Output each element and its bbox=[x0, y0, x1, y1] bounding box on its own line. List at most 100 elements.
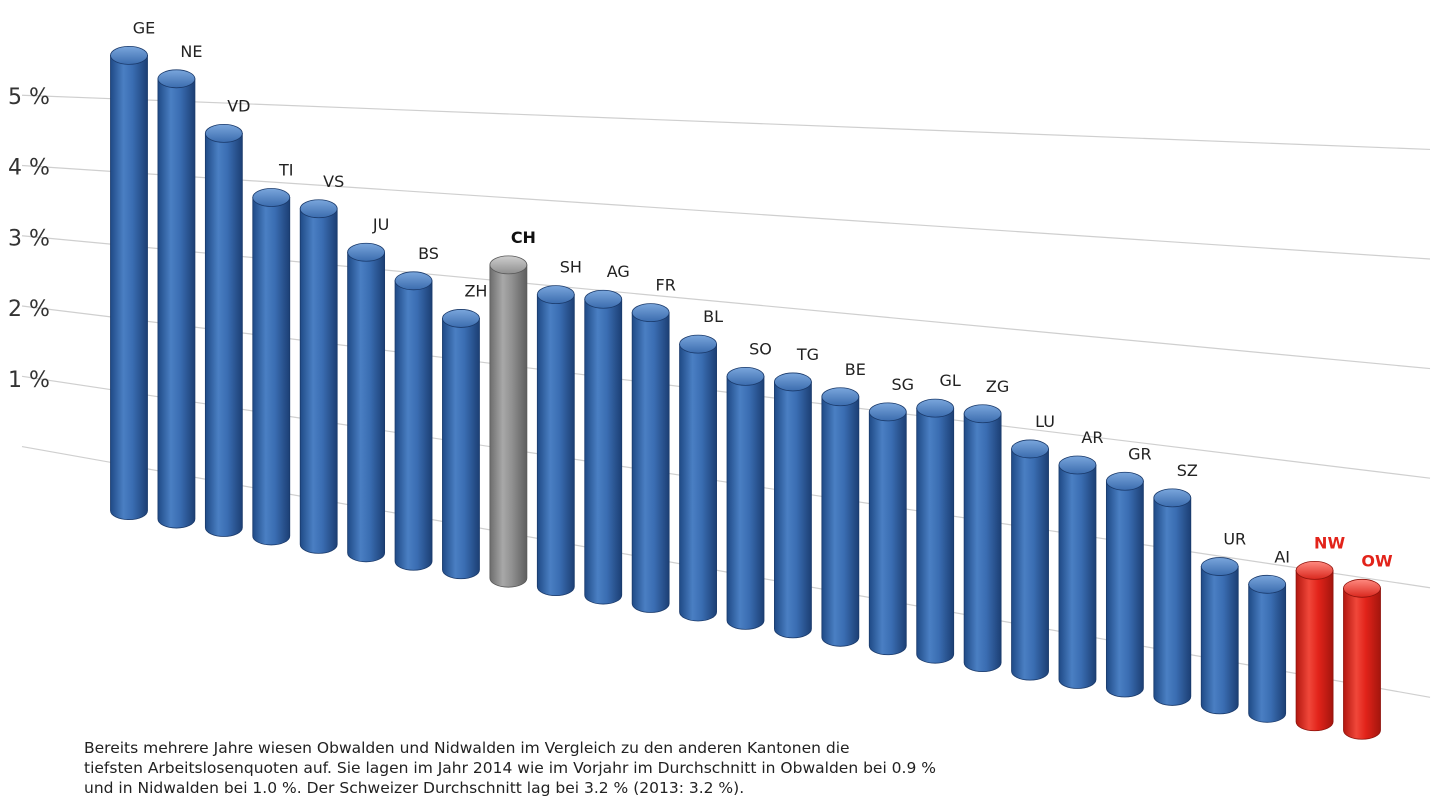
bar-body bbox=[1058, 464, 1097, 689]
bar-label-SZ: SZ bbox=[1177, 461, 1198, 480]
bar-top bbox=[536, 285, 575, 305]
bar-top bbox=[157, 69, 196, 89]
bar-labels: GE NE VD TI VS JU BS ZH CH SH AG FR BL SO TG BE SG GL ZG LU… bbox=[133, 18, 1393, 570]
bar-BS bbox=[394, 271, 433, 571]
bar-body bbox=[868, 411, 907, 656]
bar-AI bbox=[1248, 574, 1287, 723]
bar-label-TI: TI bbox=[278, 160, 294, 179]
bar-top bbox=[1058, 455, 1097, 475]
bar-label-ZG: ZG bbox=[986, 377, 1009, 396]
bar-BL bbox=[679, 334, 717, 622]
bar-label-FR: FR bbox=[655, 276, 675, 295]
bar-BE bbox=[821, 387, 860, 647]
caption-text: Bereits mehrere Jahre wiesen Obwalden un… bbox=[84, 738, 1064, 798]
bar-body bbox=[1011, 448, 1049, 681]
bar-top bbox=[442, 309, 480, 328]
bar-top bbox=[1011, 439, 1049, 459]
bar-body bbox=[916, 407, 955, 664]
bar-label-LU: LU bbox=[1035, 412, 1055, 431]
bar-label-JU: JU bbox=[372, 215, 389, 234]
gridline bbox=[21, 164, 1431, 260]
bar-VD bbox=[204, 123, 243, 537]
bar-body bbox=[536, 294, 575, 596]
bar-label-OW: OW bbox=[1361, 551, 1393, 570]
bar-top bbox=[1153, 488, 1192, 508]
caption-line: und in Nidwalden bei 1.0 %. Der Schweize… bbox=[84, 779, 745, 797]
bar-top bbox=[1248, 574, 1287, 594]
bar-body bbox=[157, 78, 196, 529]
bar-body bbox=[110, 54, 148, 520]
bar-body bbox=[347, 251, 386, 563]
y-tick-label: 3 % bbox=[8, 226, 50, 251]
y-tick-label: 1 % bbox=[8, 368, 50, 393]
bar-body bbox=[821, 396, 860, 647]
bar-label-CH: CH bbox=[511, 228, 536, 247]
bar-top bbox=[204, 123, 243, 143]
bar-body bbox=[1295, 570, 1334, 732]
bar-GE bbox=[110, 45, 148, 520]
bar-body bbox=[1105, 480, 1144, 698]
bar-label-GE: GE bbox=[133, 18, 156, 37]
bar-TG bbox=[774, 372, 812, 639]
bar-SO bbox=[726, 366, 765, 630]
gridline bbox=[21, 94, 1431, 151]
y-tick-label: 5 % bbox=[8, 85, 50, 110]
bar-top bbox=[347, 242, 386, 262]
bar-label-SO: SO bbox=[749, 339, 772, 358]
bar-top bbox=[1343, 578, 1381, 598]
bar-body bbox=[1343, 587, 1381, 740]
caption-line: Bereits mehrere Jahre wiesen Obwalden un… bbox=[84, 739, 850, 757]
bar-top bbox=[868, 402, 907, 422]
bar-label-TG: TG bbox=[796, 345, 819, 364]
bar-label-AR: AR bbox=[1081, 428, 1103, 447]
bar-label-NW: NW bbox=[1314, 533, 1345, 552]
bar-GR bbox=[1105, 471, 1144, 698]
y-tick-label: 4 % bbox=[8, 156, 50, 181]
bar-top bbox=[110, 45, 148, 65]
bar-body bbox=[1153, 497, 1192, 706]
bar-label-AI: AI bbox=[1274, 547, 1290, 566]
bar-label-SG: SG bbox=[891, 375, 914, 394]
bar-body bbox=[204, 132, 243, 537]
bar-top bbox=[489, 255, 528, 275]
bar-label-BL: BL bbox=[703, 307, 723, 326]
bar-body bbox=[963, 413, 1002, 673]
bar-CH bbox=[489, 255, 528, 588]
bar-FR bbox=[631, 303, 670, 613]
bar-top bbox=[963, 404, 1002, 424]
caption-line: tiefsten Arbeitslosenquoten auf. Sie lag… bbox=[84, 759, 936, 777]
bar-top bbox=[584, 289, 623, 309]
bar-body bbox=[442, 318, 480, 580]
bar-label-VD: VD bbox=[227, 96, 250, 115]
bar-OW bbox=[1343, 578, 1381, 740]
bars bbox=[110, 45, 1381, 740]
bar-body bbox=[774, 381, 812, 639]
bar-top bbox=[916, 398, 955, 418]
bar-SG bbox=[868, 402, 907, 656]
bar-LU bbox=[1011, 439, 1049, 681]
bar-body bbox=[489, 264, 528, 588]
y-tick-label: 2 % bbox=[8, 297, 50, 322]
bar-GL bbox=[916, 398, 955, 664]
bar-UR bbox=[1200, 557, 1239, 715]
bar-NE bbox=[157, 69, 196, 529]
bar-top bbox=[252, 188, 291, 207]
y-axis-ticks: 1 % 2 % 3 % 4 % 5 % bbox=[8, 85, 50, 393]
bar-label-SH: SH bbox=[560, 258, 582, 277]
bar-label-BS: BS bbox=[418, 244, 439, 263]
bar-ZH bbox=[442, 309, 480, 580]
bar-top bbox=[774, 372, 812, 392]
bar-body bbox=[631, 312, 670, 613]
bar-top bbox=[1295, 561, 1334, 580]
bar-body bbox=[1248, 583, 1287, 723]
bar-label-GL: GL bbox=[940, 371, 961, 390]
bar-body bbox=[726, 375, 765, 630]
bar-label-GR: GR bbox=[1128, 444, 1152, 463]
bar-AR bbox=[1058, 455, 1097, 689]
bar-VS bbox=[299, 199, 338, 554]
bar-NW bbox=[1295, 561, 1334, 732]
bar-SZ bbox=[1153, 488, 1192, 706]
bar-label-BE: BE bbox=[845, 360, 866, 379]
